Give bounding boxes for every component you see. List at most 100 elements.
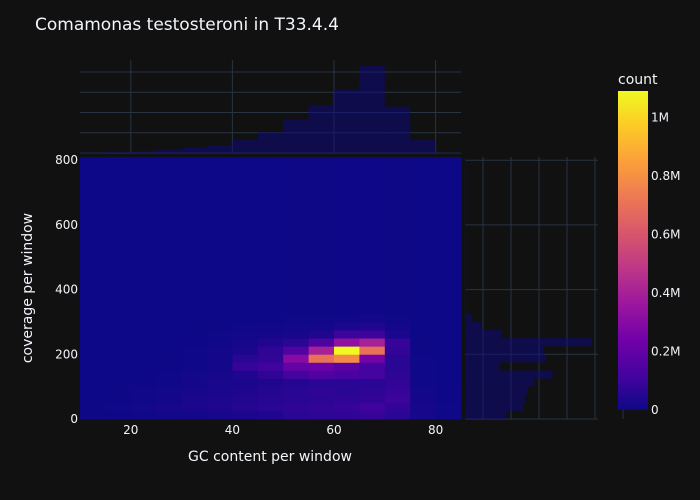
- heatmap-cell: [156, 370, 182, 379]
- heatmap-cell: [435, 321, 462, 331]
- heatmap-cell: [105, 338, 132, 347]
- heatmap-cell: [130, 386, 157, 396]
- heatmap-cell: [359, 313, 386, 323]
- heatmap-cell: [80, 378, 106, 388]
- colorbar-tick-label: 0: [651, 403, 659, 417]
- heatmap-cell: [232, 378, 259, 388]
- heatmap-cell: [308, 330, 335, 339]
- heatmap-cell: [283, 362, 309, 371]
- heatmap-cell: [130, 313, 157, 323]
- heatmap-cell: [359, 410, 386, 420]
- heatmap-cell: [257, 402, 284, 412]
- heatmap-cell: [334, 386, 360, 396]
- marginal-bar-x: [156, 149, 182, 153]
- heatmap-cell: [334, 402, 360, 412]
- heatmap-cell: [130, 370, 157, 379]
- heatmap-cell: [181, 313, 208, 323]
- heatmap-cell: [207, 410, 233, 420]
- heatmap-cell: [334, 410, 360, 420]
- heatmap-cell: [105, 386, 132, 396]
- heatmap-cell: [257, 313, 284, 323]
- heatmap-cell: [384, 378, 411, 388]
- heatmap-cell: [384, 386, 411, 396]
- heatmap-cell: [156, 338, 182, 347]
- heatmap-cell: [156, 378, 182, 388]
- heatmap-cell: [308, 346, 335, 355]
- heatmap-cell: [435, 402, 462, 412]
- colorbar-title: count: [618, 72, 658, 88]
- heatmap-cell: [283, 386, 309, 396]
- heatmap-cell: [257, 338, 284, 347]
- heatmap-cell: [435, 330, 462, 339]
- heatmap-cell: [283, 338, 309, 347]
- heatmap-cell: [207, 402, 233, 412]
- heatmap-cell: [130, 321, 157, 331]
- heatmap-cell: [359, 157, 386, 315]
- heatmap-cell: [130, 362, 157, 371]
- heatmap-cell: [384, 362, 411, 371]
- heatmap-cell: [232, 410, 259, 420]
- heatmap-cell: [308, 313, 335, 323]
- marginal-bar-x: [207, 145, 233, 153]
- y-axis-ticks: 0 200 400 600 800: [55, 153, 78, 426]
- heatmap-cell: [130, 402, 157, 412]
- colorbar-tick-label: 0.4M: [651, 286, 680, 300]
- heatmap-cell: [257, 330, 284, 339]
- heatmap-cell: [130, 410, 157, 420]
- heatmap-cell: [384, 321, 411, 331]
- heatmap-cell: [80, 410, 106, 420]
- heatmap-cell: [435, 346, 462, 355]
- heatmap-cell: [410, 346, 436, 355]
- heatmap-cell: [207, 386, 233, 396]
- marginal-bar-y: [465, 321, 482, 331]
- heatmap-cell: [156, 346, 182, 355]
- heatmap-cell: [435, 354, 462, 363]
- heatmap-cell: [232, 338, 259, 347]
- heatmap-cell: [105, 346, 132, 355]
- heatmap-cell: [257, 378, 284, 388]
- heatmap-cell: [232, 321, 259, 331]
- heatmap-cell: [130, 338, 157, 347]
- heatmap-cell: [257, 321, 284, 331]
- heatmap-cell: [334, 330, 360, 339]
- heatmap-cell: [410, 410, 436, 420]
- marginal-bar-y: [465, 157, 467, 314]
- marginal-bar-y: [465, 354, 546, 363]
- heatmap-cell: [181, 157, 208, 315]
- heatmap-cell: [181, 338, 208, 347]
- heatmap-cell: [308, 338, 335, 347]
- heatmap-cell: [359, 386, 386, 396]
- heatmap-cell: [232, 354, 259, 363]
- heatmap-cell: [359, 338, 386, 347]
- heatmap-cell: [283, 378, 309, 388]
- y-axis-title: coverage per window: [20, 213, 36, 363]
- heatmap-cell: [384, 157, 411, 315]
- heatmap-cell: [105, 362, 132, 371]
- heatmap-cell: [207, 330, 233, 339]
- heatmap-cell: [435, 386, 462, 396]
- heatmap-cell: [334, 338, 360, 347]
- heatmap-cell: [283, 394, 309, 404]
- heatmap-cell: [257, 354, 284, 363]
- heatmap-cell: [334, 313, 360, 323]
- heatmap-cell: [410, 313, 436, 323]
- heatmap-cell: [384, 346, 411, 355]
- heatmap-cell: [156, 321, 182, 331]
- heatmap-cell: [435, 338, 462, 347]
- marginal-bar-x: [232, 140, 258, 153]
- heatmap-cell: [283, 313, 309, 323]
- heatmap-cell: [283, 370, 309, 379]
- heatmap-cell: [105, 370, 132, 379]
- y-tick-label: 200: [55, 347, 78, 361]
- heatmap-cell: [130, 346, 157, 355]
- heatmap-cell: [308, 402, 335, 412]
- x-axis-ticks: 20 40 60 80: [123, 423, 443, 437]
- heatmap-cell: [181, 321, 208, 331]
- heatmap-cell: [181, 402, 208, 412]
- heatmap-cell: [359, 370, 386, 379]
- x-tick-label: 20: [123, 423, 138, 437]
- heatmap-cell: [283, 346, 309, 355]
- heatmap-cell: [308, 378, 335, 388]
- heatmap-cell: [207, 362, 233, 371]
- heatmap-cell: [80, 157, 106, 315]
